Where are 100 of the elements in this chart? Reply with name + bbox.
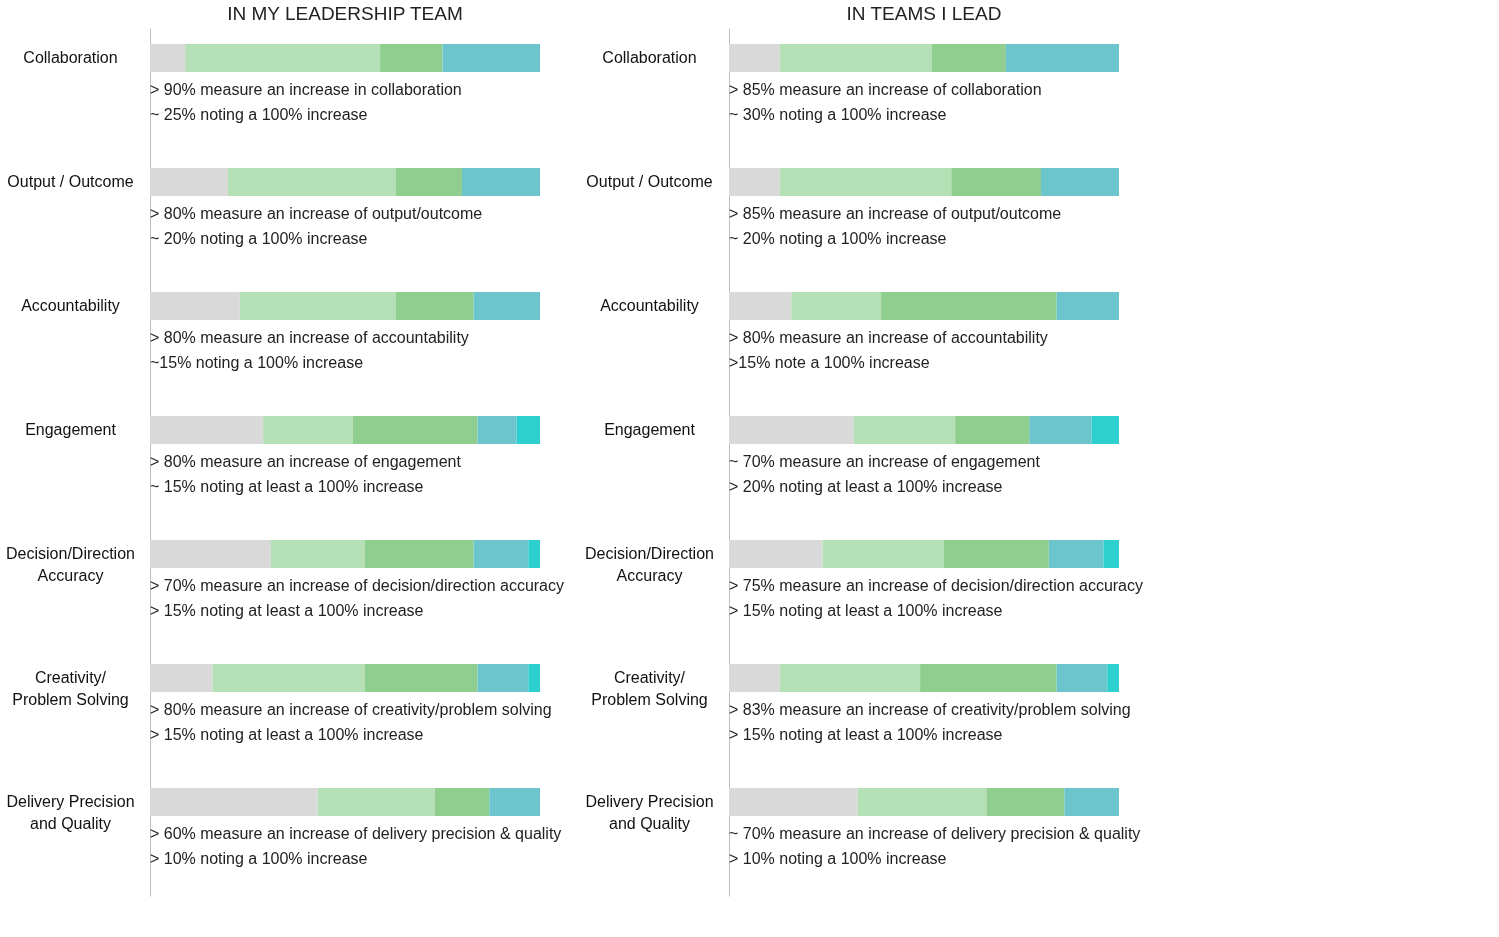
annotation: > 80% measure an increase of accountability xyxy=(729,329,1048,346)
annotation: > 83% measure an increase of creativity/problem solving xyxy=(729,701,1131,718)
bar xyxy=(270,540,365,568)
bar xyxy=(317,788,435,816)
bar xyxy=(729,416,854,444)
annotation: > 15% noting at least a 100% increase xyxy=(729,726,1003,743)
bar xyxy=(1056,664,1108,692)
bar xyxy=(212,664,365,692)
bar xyxy=(779,664,921,692)
bar xyxy=(1029,416,1092,444)
bar xyxy=(881,292,1057,320)
y-tick-label: Decision/Direction Accuracy xyxy=(585,545,714,584)
bar xyxy=(1048,540,1104,568)
bar xyxy=(1056,292,1119,320)
y-tick-label: Creativity/ Problem Solving xyxy=(591,669,708,708)
bar xyxy=(228,168,396,196)
bar xyxy=(462,168,540,196)
annotation: ~ 15% noting at least a 100% increase xyxy=(150,478,424,495)
annotation: > 15% noting at least a 100% increase xyxy=(150,602,424,619)
bar xyxy=(955,416,1030,444)
bar xyxy=(729,44,780,72)
annotation: ~ 20% noting a 100% increase xyxy=(729,230,947,247)
bar xyxy=(352,416,478,444)
annotation: ~ 25% noting a 100% increase xyxy=(150,106,368,123)
bar xyxy=(779,168,952,196)
y-tick-label: Decision/Direction Accuracy xyxy=(6,545,135,584)
annotation: > 15% noting at least a 100% increase xyxy=(150,726,424,743)
bar xyxy=(857,788,987,816)
annotation: > 15% noting at least a 100% increase xyxy=(729,602,1003,619)
bar xyxy=(729,788,858,816)
bar xyxy=(477,416,517,444)
bar xyxy=(931,44,1006,72)
bar xyxy=(364,664,478,692)
bar xyxy=(150,292,240,320)
bar xyxy=(1103,540,1119,568)
bar xyxy=(150,788,318,816)
annotation: > 10% noting a 100% increase xyxy=(729,850,947,867)
bar xyxy=(477,664,529,692)
bar xyxy=(1107,664,1119,692)
bar xyxy=(442,44,540,72)
annotation: > 85% measure an increase of output/outcome xyxy=(729,205,1062,222)
bar xyxy=(473,540,529,568)
annotation: > 20% noting at least a 100% increase xyxy=(729,478,1003,495)
bar xyxy=(729,540,823,568)
bar xyxy=(150,44,186,72)
annotation: > 75% measure an increase of decision/direction accuracy xyxy=(729,577,1143,594)
bar xyxy=(1041,168,1119,196)
bar xyxy=(729,292,792,320)
bar xyxy=(1005,44,1119,72)
annotation: > 80% measure an increase of creativity/problem solving xyxy=(150,701,552,718)
bar xyxy=(822,540,944,568)
y-tick-label: Output / Outcome xyxy=(7,173,134,190)
chart-title: IN MY LEADERSHIP TEAM xyxy=(227,3,463,24)
bar xyxy=(920,664,1057,692)
bar xyxy=(943,540,1049,568)
annotation: ~ 70% measure an increase of delivery precision & quality xyxy=(729,825,1141,842)
y-tick-label: Engagement xyxy=(25,421,117,438)
bar xyxy=(729,168,780,196)
annotation: > 80% measure an increase of accountability xyxy=(150,329,469,346)
annotation: ~ 30% noting a 100% increase xyxy=(729,106,947,123)
bar xyxy=(185,44,381,72)
bar xyxy=(729,664,780,692)
annotation: > 90% measure an increase in collaboration xyxy=(150,81,462,98)
bar xyxy=(473,292,540,320)
annotation: > 80% measure an increase of engagement xyxy=(150,453,462,470)
annotation: >15% note a 100% increase xyxy=(729,354,930,371)
bar xyxy=(364,540,474,568)
y-tick-label: Delivery Precision and Quality xyxy=(6,793,135,832)
chart-title: IN TEAMS I LEAD xyxy=(846,3,1002,24)
bar xyxy=(150,664,213,692)
bar xyxy=(395,292,474,320)
y-tick-label: Creativity/ Problem Solving xyxy=(12,669,129,708)
annotation: > 85% measure an increase of collaboration xyxy=(729,81,1042,98)
bar xyxy=(986,788,1065,816)
bar xyxy=(150,168,228,196)
bar xyxy=(380,44,443,72)
annotation: > 60% measure an increase of delivery precision & quality xyxy=(150,825,562,842)
annotation: ~15% noting a 100% increase xyxy=(150,354,364,371)
y-tick-label: Collaboration xyxy=(23,49,118,66)
y-tick-label: Accountability xyxy=(21,297,120,314)
bar xyxy=(489,788,540,816)
bar xyxy=(263,416,353,444)
bar xyxy=(791,292,882,320)
y-tick-label: Output / Outcome xyxy=(586,173,713,190)
bar xyxy=(1091,416,1119,444)
bar xyxy=(434,788,490,816)
annotation: ~ 20% noting a 100% increase xyxy=(150,230,368,247)
annotation: > 70% measure an increase of decision/direction accuracy xyxy=(150,577,564,594)
bar xyxy=(150,540,271,568)
bar xyxy=(150,416,264,444)
bar xyxy=(779,44,932,72)
annotation: > 10% noting a 100% increase xyxy=(150,850,368,867)
annotation: > 80% measure an increase of output/outcome xyxy=(150,205,483,222)
bar xyxy=(516,416,540,444)
y-tick-label: Delivery Precision and Quality xyxy=(585,793,714,832)
bar xyxy=(951,168,1041,196)
bar xyxy=(395,168,462,196)
annotation: ~ 70% measure an increase of engagement xyxy=(729,453,1041,470)
bar xyxy=(853,416,956,444)
bar xyxy=(239,292,396,320)
